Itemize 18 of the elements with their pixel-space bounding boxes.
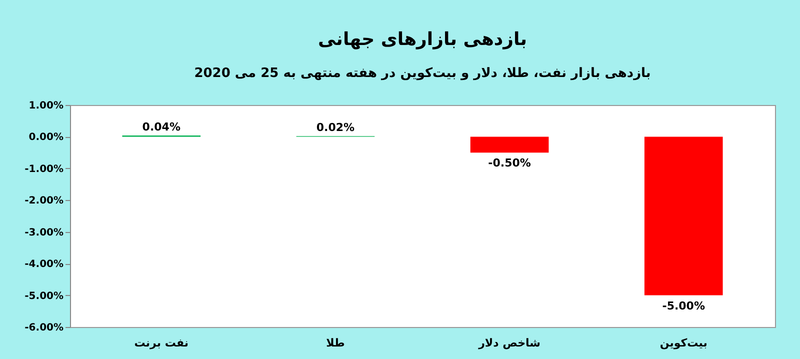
x-tick-label: شاخص دلار [478, 336, 540, 350]
data-label: 0.02% [316, 121, 355, 134]
y-tick-label: 1.00% [28, 100, 64, 112]
y-tick-label: -3.00% [24, 227, 64, 238]
x-tick-label: طلا [326, 336, 345, 350]
data-label: 0.04% [142, 120, 180, 134]
data-label: -5.00% [662, 299, 705, 312]
x-tick-label: بیت‌کوین [660, 336, 708, 350]
chart-subtitle: بازدهی بازار نفت، طلا، دلار و بیت‌کوین در هفته منتهی به 25 می 2020 [194, 66, 651, 81]
data-label: -0.50% [488, 156, 531, 170]
y-tick-label: -6.00% [24, 322, 64, 334]
y-tick-label: -1.00% [24, 164, 64, 175]
y-tick-label: -2.00% [24, 196, 64, 207]
y-tick-label: -4.00% [24, 259, 64, 270]
chart-title: بازدهی بازارهای جهانی [318, 29, 528, 50]
y-tick-label: -5.00% [24, 290, 64, 302]
x-tick-label: نفت برنت [134, 336, 189, 350]
y-tick-label: 0.00% [28, 132, 64, 144]
